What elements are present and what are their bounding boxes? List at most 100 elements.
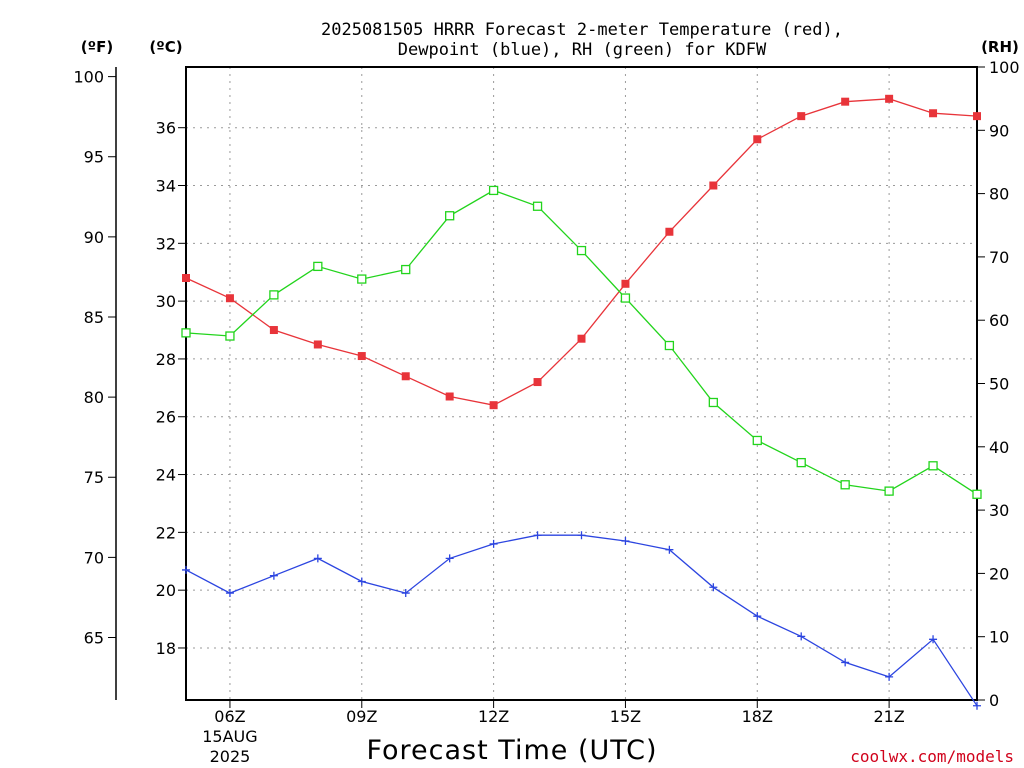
- rh-tick-label: 0: [989, 691, 999, 710]
- temperature-point: [313, 340, 322, 349]
- rh-point: [840, 480, 850, 490]
- dewpoint-point: [577, 531, 586, 540]
- fahrenheit-tick-label: 75: [84, 468, 104, 487]
- dewpoint-point: [182, 565, 190, 574]
- rh-point: [269, 290, 279, 300]
- x-tick-label: 06Z: [214, 707, 245, 726]
- temperature-point: [665, 227, 674, 236]
- rh-point: [488, 185, 499, 196]
- rh-tick-label: 90: [989, 121, 1009, 140]
- x-tick-date-label: 15AUG: [202, 727, 257, 746]
- fahrenheit-tick-label: 90: [84, 228, 104, 247]
- rh-point: [401, 264, 411, 275]
- celsius-tick-label: 20: [156, 581, 176, 600]
- axes: [108, 66, 985, 708]
- dewpoint-point: [401, 589, 410, 598]
- dewpoint-line: [185, 534, 978, 707]
- dewpoint-point: [533, 531, 542, 540]
- temperature-point: [401, 372, 410, 381]
- dewpoint-point: [489, 539, 498, 548]
- rh-tick-label: 70: [989, 248, 1009, 267]
- fahrenheit-tick-label: 100: [73, 68, 104, 87]
- dewpoint-point: [709, 583, 718, 592]
- rh-point: [225, 331, 235, 341]
- dewpoint-point: [445, 554, 454, 563]
- temperature-point: [445, 392, 454, 401]
- x-tick-label: 15Z: [610, 707, 641, 726]
- rh-point: [928, 461, 938, 471]
- chart-title-line2: Dewpoint (blue), RH (green) for KDFW: [398, 40, 767, 60]
- rh-unit-label: (RH): [981, 38, 1019, 56]
- temperature-point: [841, 97, 850, 106]
- fahrenheit-unit-label: (ºF): [81, 38, 113, 56]
- gridlines: [186, 67, 977, 700]
- x-tick-label: 21Z: [873, 707, 904, 726]
- plot-frame: [185, 66, 978, 701]
- celsius-tick-label: 36: [156, 119, 176, 138]
- rh-point: [664, 340, 675, 351]
- temperature-point: [357, 352, 366, 361]
- data-series: [181, 94, 982, 710]
- fahrenheit-tick-label: 80: [84, 388, 104, 407]
- dewpoint-point: [929, 635, 938, 644]
- x-tick-year-label: 2025: [210, 747, 251, 766]
- rh-point: [796, 457, 806, 468]
- x-axis-label: Forecast Time (UTC): [366, 735, 657, 766]
- temperature-point: [182, 274, 190, 282]
- dewpoint-point: [841, 658, 850, 667]
- dewpoint-point: [753, 612, 762, 621]
- dewpoint-point: [269, 571, 278, 580]
- rh-point: [708, 397, 718, 408]
- rh-tick-label: 10: [989, 628, 1009, 647]
- celsius-tick-label: 32: [156, 234, 176, 253]
- fahrenheit-tick-label: 95: [84, 148, 104, 167]
- rh-point: [972, 489, 982, 499]
- rh-tick-label: 100: [989, 58, 1020, 77]
- rh-point: [313, 261, 323, 272]
- tick-labels: 18 20 22 24 26 28 30 32 34 36 65 70 75 80 85 90 95 100 0 10…: [73, 58, 1019, 766]
- temperature-point: [533, 378, 542, 387]
- dewpoint-point: [621, 537, 630, 546]
- celsius-tick-label: 30: [156, 292, 176, 311]
- credit-link[interactable]: coolwx.com/models: [850, 747, 1014, 766]
- dewpoint-point: [973, 701, 981, 710]
- dewpoint-point: [225, 589, 234, 598]
- x-tick-label: 09Z: [346, 707, 377, 726]
- fahrenheit-tick-label: 65: [84, 629, 104, 648]
- dewpoint-point: [357, 577, 366, 586]
- x-tick-label: 18Z: [742, 707, 773, 726]
- rh-point: [576, 245, 587, 256]
- rh-point: [620, 293, 631, 303]
- dewpoint-point: [885, 672, 894, 681]
- x-tick-label: 12Z: [478, 707, 509, 726]
- rh-point: [884, 486, 894, 496]
- rh-tick-label: 30: [989, 501, 1009, 520]
- chart-title-line1: 2025081505 HRRR Forecast 2-meter Tempera…: [321, 20, 843, 40]
- temperature-point: [489, 401, 498, 410]
- dewpoint-point: [313, 554, 322, 563]
- celsius-tick-label: 22: [156, 523, 176, 542]
- rh-tick-label: 40: [989, 438, 1009, 457]
- rh-tick-label: 50: [989, 375, 1009, 394]
- temperature-point: [269, 326, 278, 335]
- celsius-tick-label: 34: [156, 177, 176, 196]
- rh-point: [445, 211, 455, 221]
- fahrenheit-tick-label: 85: [84, 308, 104, 327]
- temperature-point: [797, 112, 806, 121]
- rh-point: [532, 201, 543, 211]
- temperature-point: [973, 112, 981, 121]
- rh-tick-label: 60: [989, 311, 1009, 330]
- celsius-tick-label: 28: [156, 350, 176, 369]
- temperature-point: [709, 181, 718, 190]
- rh-tick-label: 80: [989, 185, 1009, 204]
- celsius-tick-label: 26: [156, 408, 176, 427]
- celsius-unit-label: (ºC): [149, 38, 182, 56]
- rh-point: [357, 274, 367, 284]
- rh-point: [752, 435, 762, 446]
- dewpoint-point: [665, 545, 674, 554]
- temperature-point: [929, 109, 938, 118]
- temperature-point: [577, 334, 586, 343]
- dewpoint-point: [797, 632, 806, 641]
- fahrenheit-tick-label: 70: [84, 548, 104, 567]
